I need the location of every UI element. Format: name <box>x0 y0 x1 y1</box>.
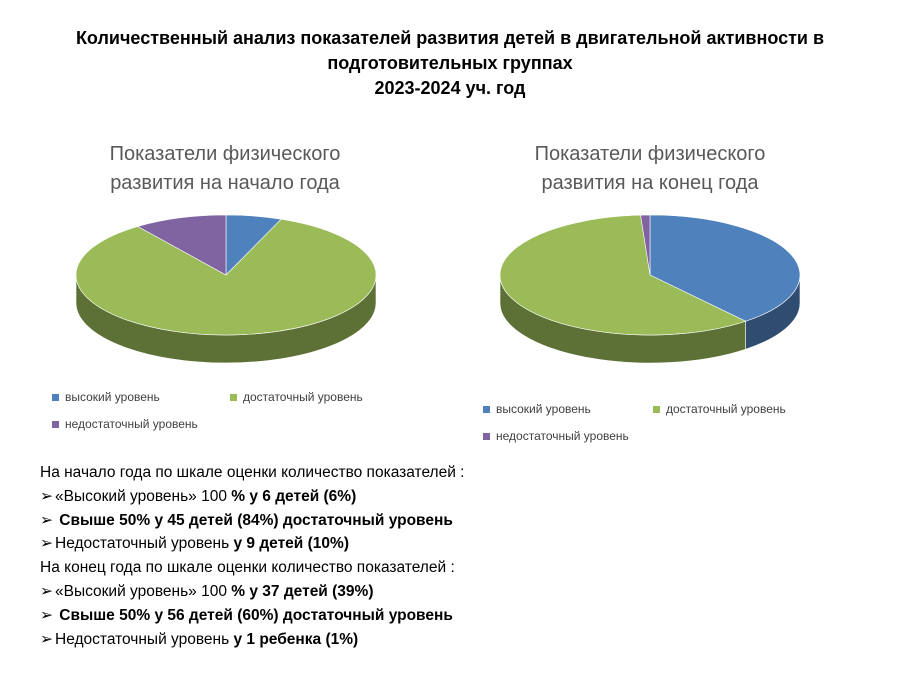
arrow-bullet-icon: ➢ <box>40 630 53 648</box>
legend-swatch-insufficient <box>52 420 59 428</box>
summary-item-bold: Свыше 50% у 45 детей (84%) достаточный у… <box>55 511 453 529</box>
legend-item-high: высокий уровень <box>52 390 160 404</box>
chart-title-line: Показатели физического <box>109 143 341 165</box>
summary-end-heading: На конец года по шкале оценки количество… <box>40 559 455 577</box>
legend-label-high: высокий уровень <box>496 402 591 416</box>
summary-end-item: ➢ Свыше 50% у 56 детей (60%) достаточный… <box>40 604 880 628</box>
legend-item-sufficient: достаточный уровень <box>230 390 363 404</box>
pie-chart-end <box>499 214 801 364</box>
arrow-bullet-icon: ➢ <box>40 535 53 553</box>
slide-title-line: 2023-2024 уч. год <box>374 78 526 98</box>
summary-start-item: ➢ Свыше 50% у 45 детей (84%) достаточный… <box>40 509 880 533</box>
pie-slice-sufficient <box>75 218 377 336</box>
legend-label-insufficient: недостаточный уровень <box>496 429 629 443</box>
summary-item-bold: % у 6 детей (6%) <box>231 487 357 505</box>
summary-item-bold: у 9 детей (10%) <box>233 535 349 553</box>
summary-item-text: Недостаточный уровень <box>55 630 234 648</box>
legend-swatch-high <box>52 393 59 401</box>
chart-title-line: развития на начало года <box>110 172 340 194</box>
legend-swatch-sufficient <box>230 393 237 401</box>
legend-swatch-high <box>483 405 490 413</box>
summary-end-item: ➢ Недостаточный уровень у 1 ребенка (1%) <box>40 628 880 652</box>
arrow-bullet-icon: ➢ <box>40 511 53 529</box>
slide-title-line: подготовительных группах <box>327 53 573 73</box>
summary-item-text: «Высокий уровень» 100 <box>55 487 232 505</box>
arrow-bullet-icon: ➢ <box>40 606 53 624</box>
legend-end: высокий уровень достаточный уровень недо… <box>483 402 843 452</box>
legend-label-high: высокий уровень <box>65 390 160 404</box>
slide-title: Количественный анализ показателей развит… <box>20 26 880 101</box>
legend-label-sufficient: достаточный уровень <box>243 390 363 404</box>
legend-swatch-insufficient <box>483 432 490 440</box>
summary-item-bold: % у 37 детей (39%) <box>231 582 374 600</box>
summary-start-item: ➢ «Высокий уровень» 100 % у 6 детей (6%) <box>40 485 880 509</box>
legend-label-sufficient: достаточный уровень <box>666 402 786 416</box>
legend-start: высокий уровень достаточный уровень недо… <box>52 390 412 440</box>
chart-title-start: Показатели физического развития на начал… <box>60 140 390 198</box>
pie-chart-start <box>75 214 377 364</box>
legend-item-insufficient: недостаточный уровень <box>52 417 198 431</box>
pie-slice-insufficient <box>137 214 227 276</box>
summary-start-item: ➢ Недостаточный уровень у 9 детей (10%) <box>40 532 880 556</box>
chart-title-line: Показатели физического <box>534 143 766 165</box>
summary-item-bold: у 1 ребенка (1%) <box>233 630 359 648</box>
chart-title-line: развития на конец года <box>541 172 759 194</box>
summary-end-item: ➢ «Высокий уровень» 100 % у 37 детей (39%… <box>40 580 880 604</box>
pie-slice-high <box>649 214 801 322</box>
summary-text: На начало года по шкале оценки количеств… <box>40 461 880 651</box>
summary-start-heading: На начало года по шкале оценки количеств… <box>40 464 465 481</box>
slide-title-line: Количественный анализ показателей развит… <box>75 28 825 48</box>
summary-item-text: Недостаточный уровень <box>55 535 234 553</box>
chart-title-end: Показатели физического развития на конец… <box>480 140 820 198</box>
legend-item-sufficient: достаточный уровень <box>653 402 786 416</box>
legend-item-insufficient: недостаточный уровень <box>483 429 629 443</box>
summary-item-bold: Свыше 50% у 56 детей (60%) достаточный у… <box>55 606 453 624</box>
legend-item-high: высокий уровень <box>483 402 591 416</box>
legend-label-insufficient: недостаточный уровень <box>65 417 198 431</box>
arrow-bullet-icon: ➢ <box>40 487 53 505</box>
pie-slice-sufficient <box>499 214 747 336</box>
pie-slice-insufficient <box>640 214 651 276</box>
summary-item-text: «Высокий уровень» 100 <box>55 582 232 600</box>
arrow-bullet-icon: ➢ <box>40 582 53 600</box>
legend-swatch-sufficient <box>653 405 660 413</box>
